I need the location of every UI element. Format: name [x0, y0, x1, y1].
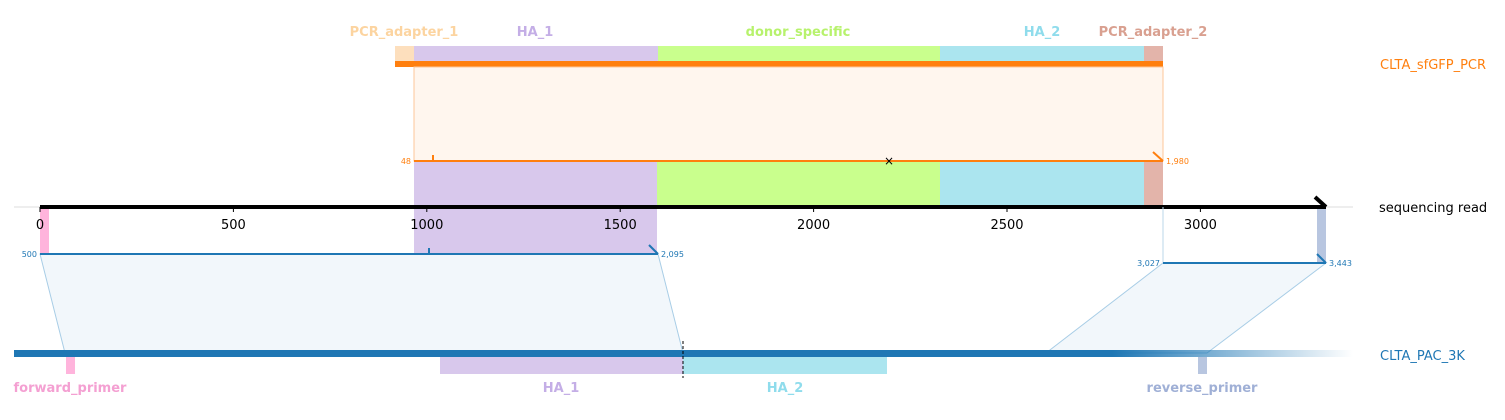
- read-axis-label: sequencing read: [1379, 201, 1487, 216]
- bottom-feature-ha-2: [683, 357, 887, 374]
- top-alignment-arrowhead: [1152, 151, 1164, 162]
- top-feature-strip: [395, 46, 1163, 61]
- bottom-label-reverse-primer: reverse_primer: [1147, 381, 1259, 396]
- bottom-alignment-shading-2: [1044, 262, 1328, 354]
- bottom-reference-name: CLTA_PAC_3K: [1380, 349, 1465, 364]
- read-axis-tick-label: 3000: [1184, 218, 1217, 233]
- top-feature-donor-specific: [658, 46, 940, 61]
- bottom-feature-ha-1: [440, 357, 683, 374]
- mismatch-marker: ×: [884, 154, 894, 168]
- bottom-alignment-2-start-label: 3,027: [1137, 259, 1160, 268]
- top-feature-pcr-adapter-2: [1144, 46, 1163, 61]
- top-alignment-shading: [413, 66, 1164, 162]
- top-feature-pcr-adapter-1: [395, 46, 414, 61]
- proj-ha-1: [414, 161, 657, 207]
- top-label-pcr-adapter-2: PCR_adapter_2: [1099, 25, 1208, 40]
- read-axis-tick-label: 0: [36, 218, 44, 233]
- read-axis-tick-label: 2000: [797, 218, 830, 233]
- bottom-label-ha-2: HA_2: [767, 381, 804, 396]
- bottom-alignment-1-start-label: 500: [22, 250, 37, 259]
- read-axis-tick-label: 1500: [604, 218, 637, 233]
- bottom-alignment-shading-1: [39, 253, 684, 354]
- bottom-alignment-2-arrowhead: [1316, 253, 1327, 264]
- bottom-label-forward-primer: forward_primer: [14, 381, 128, 396]
- read-axis-ticks: 0 500 1000 1500 2000 2500 3000: [36, 207, 1217, 233]
- bottom-alignment-1-arrowhead: [648, 244, 659, 255]
- top-label-donor-specific: donor_specific: [746, 25, 851, 40]
- read-axis-tick-label: 1000: [410, 218, 443, 233]
- top-reference-name: CLTA_sfGFP_PCR: [1380, 58, 1486, 73]
- bottom-alignment-2-end-label: 3,443: [1329, 259, 1352, 268]
- bottom-label-ha-1: HA_1: [543, 381, 580, 396]
- read-axis-tick-label: 500: [221, 218, 246, 233]
- proj-reverse-primer: [1317, 207, 1326, 263]
- bottom-feature-strip: [66, 357, 1207, 374]
- top-label-ha-2: HA_2: [1024, 25, 1061, 40]
- top-feature-ha-2: [940, 46, 1144, 61]
- top-feature-ha-1: [414, 46, 658, 61]
- top-alignment-start-label: 48: [401, 157, 411, 166]
- bottom-feature-forward-primer: [66, 357, 75, 374]
- top-label-ha-1: HA_1: [517, 25, 554, 40]
- top-feature-projections: [40, 161, 1326, 263]
- bottom-alignment-1-end-label: 2,095: [661, 250, 684, 259]
- proj-pcr-adapter-2: [1144, 161, 1163, 207]
- proj-ha-2: [940, 161, 1144, 207]
- top-reference-line: [395, 61, 1163, 67]
- proj-donor-specific: [657, 161, 940, 207]
- proj-forward-primer: [40, 207, 49, 254]
- top-alignment-end-label: 1,980: [1166, 157, 1189, 166]
- top-label-pcr-adapter-1: PCR_adapter_1: [350, 25, 459, 40]
- proj-ha-1-below: [414, 207, 657, 254]
- bottom-feature-reverse-primer: [1198, 357, 1207, 374]
- read-axis-arrowhead: [1313, 195, 1328, 209]
- read-axis-tick-label: 2500: [990, 218, 1023, 233]
